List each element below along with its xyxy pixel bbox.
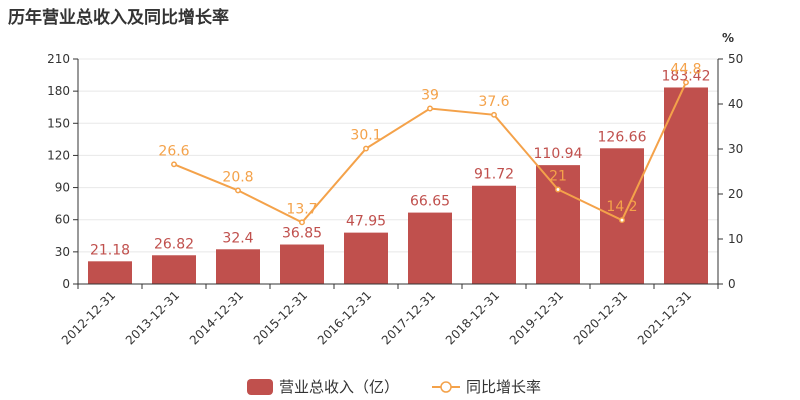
bar bbox=[408, 212, 452, 284]
x-tick-label: 2014-12-31 bbox=[187, 288, 246, 347]
bar bbox=[88, 261, 132, 284]
bar bbox=[600, 148, 644, 284]
bar-value-label: 110.94 bbox=[534, 146, 583, 162]
bar-value-label: 66.65 bbox=[410, 194, 450, 210]
line-point bbox=[491, 111, 497, 118]
bar-value-label: 21.18 bbox=[90, 242, 130, 258]
line-point bbox=[555, 186, 561, 193]
x-tick-label: 2015-12-31 bbox=[251, 288, 310, 347]
bar bbox=[216, 249, 260, 284]
x-tick-label: 2016-12-31 bbox=[315, 288, 374, 347]
bar bbox=[536, 165, 580, 284]
bar-value-label: 91.72 bbox=[474, 167, 514, 183]
bar-value-label: 36.85 bbox=[282, 226, 322, 242]
line-value-label: 39 bbox=[421, 88, 439, 104]
bar-value-label: 183.42 bbox=[662, 68, 711, 84]
y-right-unit-label: % bbox=[722, 31, 734, 45]
line-value-label: 44.8 bbox=[670, 61, 701, 77]
bar-series bbox=[88, 87, 708, 284]
legend: 营业总收入（亿） 同比增长率 bbox=[247, 378, 541, 396]
line-series bbox=[171, 79, 689, 226]
y-right-tick-label: 30 bbox=[728, 142, 743, 156]
line-point bbox=[683, 79, 689, 86]
y-left-tick-label: 60 bbox=[55, 213, 70, 227]
x-tick-label: 2013-12-31 bbox=[123, 288, 182, 347]
line-point bbox=[427, 105, 433, 112]
y-right-tick-label: 20 bbox=[728, 187, 743, 201]
line-point bbox=[171, 161, 177, 168]
data-labels: 21.18 26.82 32.4 36.85 47.95 66.65 91.72 110.94… bbox=[90, 61, 711, 258]
x-tick-label: 2018-12-31 bbox=[443, 288, 502, 347]
bar-value-label: 26.82 bbox=[154, 236, 194, 252]
line-value-label: 37.6 bbox=[478, 94, 509, 110]
x-tick-label: 2017-12-31 bbox=[379, 288, 438, 347]
y-left-tick-label: 0 bbox=[62, 277, 70, 291]
y-left-tick-label: 180 bbox=[47, 84, 70, 98]
legend-line-label: 同比增长率 bbox=[466, 378, 541, 396]
chart-title: 历年营业总收入及同比增长率 bbox=[8, 8, 229, 28]
y-right-tick-label: 40 bbox=[728, 97, 743, 111]
line-point bbox=[619, 217, 625, 224]
line-value-label: 20.8 bbox=[222, 169, 253, 185]
bar bbox=[280, 244, 324, 284]
y-right-tick-label: 50 bbox=[728, 52, 743, 66]
x-tick-label: 2012-12-31 bbox=[59, 288, 118, 347]
y-left-tick-label: 210 bbox=[47, 52, 70, 66]
y-right-tick-label: 10 bbox=[728, 232, 743, 246]
legend-bar-swatch bbox=[247, 379, 273, 395]
line-value-label: 26.6 bbox=[158, 143, 189, 159]
x-tick-label: 2019-12-31 bbox=[507, 288, 566, 347]
bar-value-label: 32.4 bbox=[222, 230, 253, 246]
bar bbox=[472, 185, 516, 284]
line-point bbox=[363, 145, 369, 152]
y-left-tick-label: 30 bbox=[55, 245, 70, 259]
line-value-label: 21 bbox=[549, 169, 567, 185]
y-left-tick-label: 90 bbox=[55, 181, 70, 195]
legend-bar-label: 营业总收入（亿） bbox=[279, 378, 399, 396]
line-value-label: 13.7 bbox=[286, 201, 317, 217]
line-point bbox=[235, 187, 241, 194]
bar-value-label: 126.66 bbox=[598, 129, 647, 145]
line-point bbox=[299, 219, 305, 226]
x-tick-label: 2021-12-31 bbox=[635, 288, 694, 347]
bar bbox=[344, 232, 388, 284]
y-right-tick-label: 0 bbox=[728, 277, 736, 291]
line-value-label: 30.1 bbox=[350, 128, 381, 144]
bar-value-label: 47.95 bbox=[346, 214, 386, 230]
bar bbox=[152, 255, 196, 284]
bar bbox=[664, 87, 708, 284]
line-value-label: 14.2 bbox=[606, 199, 637, 215]
x-tick-label: 2020-12-31 bbox=[571, 288, 630, 347]
y-left-tick-label: 150 bbox=[47, 116, 70, 130]
legend-line-marker bbox=[440, 381, 452, 393]
y-left-tick-label: 120 bbox=[47, 148, 70, 162]
